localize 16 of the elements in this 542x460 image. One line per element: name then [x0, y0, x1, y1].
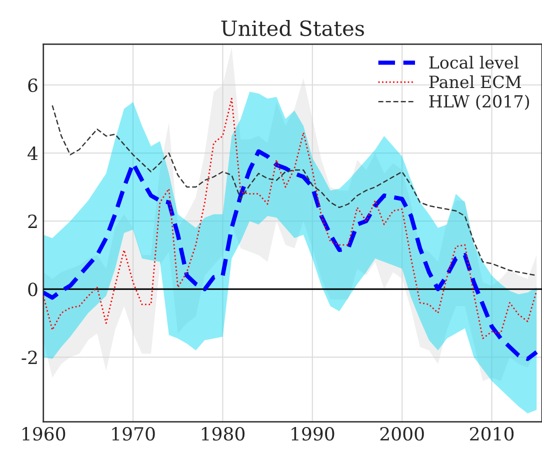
y-tick-label: 0	[28, 282, 38, 296]
x-tick-label: 1970	[112, 427, 155, 441]
y-tick-label: -2	[22, 350, 37, 364]
legend-label: HLW (2017)	[429, 94, 530, 110]
x-tick-label: 1980	[202, 427, 245, 441]
y-tick-label: 6	[28, 78, 38, 92]
y-tick-label: 2	[28, 214, 37, 228]
x-tick-label: 2010	[470, 427, 514, 441]
x-tick-label: 1990	[292, 427, 334, 441]
line-series	[43, 149, 539, 361]
y-tick-label: 4	[28, 146, 38, 160]
x-tick-label: 1960	[22, 427, 66, 441]
legend-label: Panel ECM	[429, 75, 522, 88]
chart-title: United States	[221, 20, 364, 36]
legend-label: Local level	[429, 56, 519, 69]
x-tick-label: 2000	[380, 427, 424, 441]
